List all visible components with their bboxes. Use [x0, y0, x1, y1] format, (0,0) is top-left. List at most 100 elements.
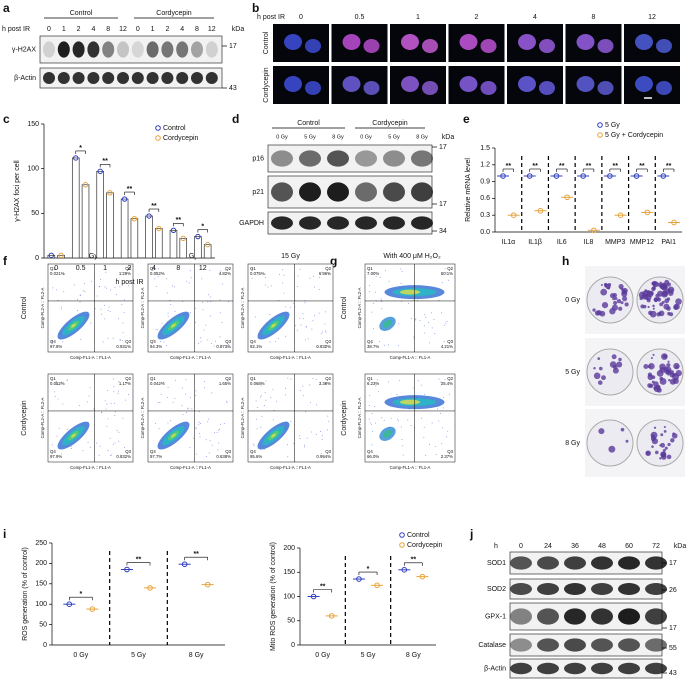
x-tick-label: 0 Gy: [73, 652, 88, 659]
event-dot: [381, 417, 383, 419]
event-dot: [260, 396, 262, 398]
event-dot: [123, 299, 125, 301]
significance: *: [79, 145, 82, 152]
point: [537, 207, 544, 214]
significance: *: [79, 591, 82, 598]
mean-marker: [97, 168, 103, 175]
event-dot: [417, 380, 419, 382]
event-dot: [253, 444, 255, 446]
event-dot: [441, 312, 443, 314]
event-dot: [299, 268, 301, 270]
event-dot: [104, 304, 106, 306]
event-dot: [217, 449, 219, 451]
event-dot: [116, 430, 118, 432]
event-dot: [251, 278, 253, 280]
quadrant-name: Q2: [325, 266, 331, 271]
event-dot: [219, 299, 221, 301]
event-dot: [423, 436, 425, 438]
nucleus: [576, 76, 595, 92]
band: [591, 662, 613, 675]
event-dot: [109, 437, 111, 439]
lane-label: 48: [598, 543, 606, 550]
event-dot: [396, 394, 398, 396]
mean-marker: [48, 252, 55, 259]
band: [591, 583, 613, 595]
event-dot: [114, 414, 116, 416]
event-dot: [119, 338, 121, 340]
nucleus: [459, 76, 478, 92]
row-label: Cordycepin: [21, 400, 28, 436]
row-label: Cordycepin: [263, 67, 270, 103]
band: [645, 662, 667, 675]
band: [355, 150, 377, 167]
event-dot: [195, 394, 197, 396]
event-dot: [438, 420, 440, 422]
event-dot: [300, 390, 302, 392]
lane-label: 0: [519, 543, 523, 550]
event-dot: [127, 393, 129, 395]
colony: [675, 298, 682, 305]
event-dot: [260, 395, 262, 397]
band: [537, 608, 559, 625]
quadrant-name: Q2: [225, 266, 231, 271]
event-dot: [225, 400, 227, 402]
band: [327, 150, 349, 167]
x-tick-label: 5 Gy: [361, 652, 376, 659]
time-label: 0.5: [355, 14, 365, 21]
event-dot: [430, 312, 432, 314]
x-axis-label: Comp-FL1-A :: FL1-A: [170, 355, 211, 360]
mean-marker: [195, 233, 201, 240]
population: [383, 430, 392, 438]
y-tick-label: 100: [283, 593, 295, 600]
event-dot: [225, 269, 227, 271]
lane-header: h post IR: [2, 26, 30, 33]
band: [537, 556, 559, 570]
event-dot: [83, 282, 85, 284]
event-dot: [445, 322, 447, 324]
bar: [155, 228, 163, 259]
legend-marker: [399, 532, 405, 538]
event-dot: [219, 336, 221, 338]
event-dot: [369, 380, 371, 382]
event-dot: [195, 427, 197, 429]
nucleus: [284, 34, 302, 50]
event-dot: [410, 317, 412, 319]
event-dot: [381, 308, 383, 310]
event-dot: [265, 399, 267, 401]
lane-label: 24: [544, 543, 552, 550]
kda-label: 43: [669, 670, 677, 677]
event-dot: [157, 329, 159, 331]
lane-label: 8: [106, 26, 110, 33]
band: [117, 41, 129, 58]
event-dot: [189, 312, 191, 314]
event-dot: [200, 341, 202, 343]
colony: [658, 311, 662, 315]
band: [383, 182, 405, 202]
event-dot: [156, 285, 158, 287]
event-dot: [104, 400, 106, 402]
event-dot: [372, 302, 374, 304]
lane-label: 8: [195, 26, 199, 33]
event-dot: [312, 320, 314, 322]
point: [607, 173, 613, 179]
point: [591, 227, 597, 234]
panel-label: i: [3, 527, 6, 541]
event-dot: [385, 270, 387, 272]
event-dot: [56, 435, 58, 437]
band: [72, 72, 85, 84]
event-dot: [402, 445, 404, 447]
legend-label: 5 Gy + Cordycepin: [605, 132, 663, 139]
nucleus: [342, 76, 361, 92]
event-dot: [328, 273, 330, 275]
event-dot: [189, 270, 191, 272]
band: [176, 41, 189, 58]
event-dot: [106, 403, 108, 405]
event-dot: [321, 331, 323, 333]
event-dot: [185, 393, 187, 395]
mean-marker: [58, 252, 64, 259]
event-dot: [371, 430, 373, 432]
colony: [616, 299, 622, 304]
event-dot: [56, 383, 58, 385]
colony: [653, 385, 661, 393]
